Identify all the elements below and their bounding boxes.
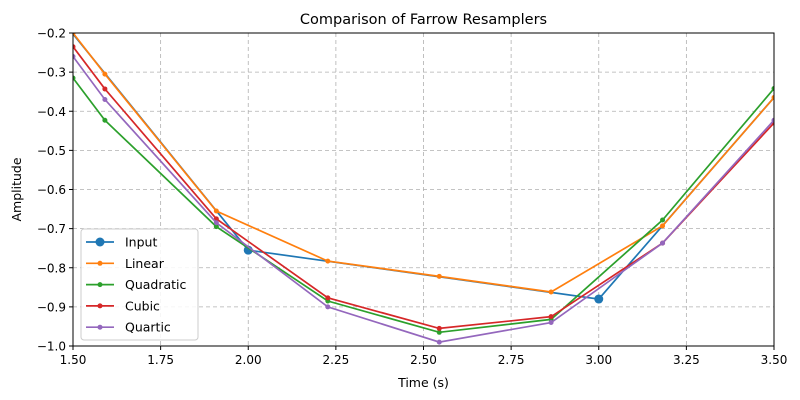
quartic-point: [660, 240, 666, 246]
y-tick-label: −0.2: [37, 27, 66, 41]
quartic-point: [73, 53, 76, 59]
x-tick-label: 1.75: [147, 353, 174, 367]
linear-point: [771, 95, 774, 101]
linear-point: [436, 273, 442, 279]
x-tick-label: 3.00: [585, 353, 612, 367]
x-axis-label: Time (s): [397, 375, 449, 390]
cubic-point: [325, 295, 331, 301]
y-tick-label: −1.0: [37, 340, 66, 354]
quartic-point: [325, 304, 331, 310]
legend-marker-cubic: [97, 303, 103, 309]
chart-title: Comparison of Farrow Resamplers: [300, 12, 547, 28]
linear-point: [213, 208, 219, 214]
plot-frame: [72, 32, 775, 347]
x-tick-label: 3.50: [761, 353, 788, 367]
quartic-point: [548, 320, 554, 326]
cubic-point: [213, 216, 219, 222]
cubic-point: [548, 314, 554, 320]
linear-point: [102, 71, 108, 77]
x-tick-label: 1.50: [60, 353, 87, 367]
quartic-point: [213, 220, 219, 226]
y-tick-label: −0.6: [37, 183, 66, 197]
legend-marker-input: [95, 237, 105, 247]
quartic-line: [73, 55, 774, 343]
x-tick-label: 3.25: [673, 353, 700, 367]
x-tick-label: 2.75: [498, 353, 525, 367]
y-tick-label: −0.9: [37, 300, 66, 314]
quadratic-line: [73, 77, 774, 334]
linear-point: [660, 223, 666, 229]
legend-label-input: Input: [125, 235, 157, 250]
quartic-point: [102, 97, 108, 103]
input-point: [594, 294, 604, 304]
y-tick-label: −0.3: [37, 66, 66, 80]
quartic-point: [771, 117, 774, 123]
legend-label-cubic: Cubic: [125, 298, 160, 313]
legend-marker-quartic: [97, 324, 103, 330]
quartic-point: [436, 339, 442, 345]
y-tick-label: −0.8: [37, 261, 66, 275]
cubic-point: [73, 44, 76, 50]
x-tick-label: 2.25: [323, 353, 350, 367]
quadratic-point: [213, 224, 219, 230]
y-tick-label: −0.4: [37, 105, 66, 119]
legend-label-linear: Linear: [125, 256, 165, 271]
legend-marker-linear: [97, 260, 103, 266]
quadratic-point: [660, 217, 666, 223]
linear-point: [325, 258, 331, 264]
y-tick-label: −0.7: [37, 222, 66, 236]
linear-point: [548, 289, 554, 295]
y-axis-label: Amplitude: [9, 157, 24, 221]
quadratic-point: [436, 329, 442, 335]
legend-box: [80, 228, 199, 341]
legend-marker-quadratic: [97, 282, 103, 288]
x-tick-label: 2.50: [410, 353, 437, 367]
legend-label-quadratic: Quadratic: [125, 277, 187, 292]
y-tick-label: −0.5: [37, 144, 66, 158]
legend-label-quartic: Quartic: [125, 320, 171, 335]
quadratic-point: [102, 117, 108, 123]
legend: Input Linear Quadratic Cubic Quartic: [80, 228, 199, 341]
quadratic-point: [73, 75, 76, 81]
cubic-point: [102, 86, 108, 92]
quadratic-point: [771, 86, 774, 92]
cubic-point: [436, 325, 442, 331]
linear-point: [73, 33, 76, 36]
x-tick-label: 2.00: [235, 353, 262, 367]
